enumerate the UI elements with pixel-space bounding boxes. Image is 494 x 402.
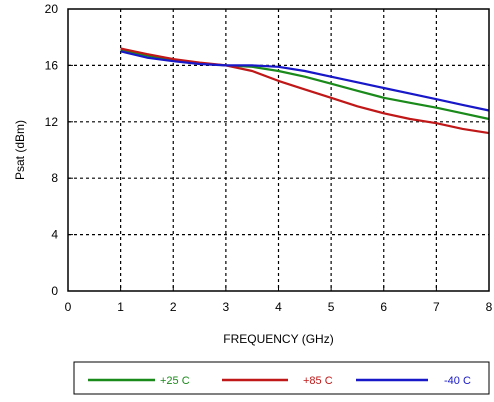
x-tick-label: 0	[65, 300, 72, 314]
y-tick-label: 0	[51, 284, 58, 298]
y-tick-label: 20	[45, 2, 59, 16]
x-tick-label: 8	[486, 300, 493, 314]
series-lines	[120, 47, 490, 135]
y-tick-label: 16	[45, 58, 59, 72]
x-tick-label: 6	[380, 300, 387, 314]
legend-label: +85 C	[303, 375, 333, 387]
x-axis-title: FREQUENCY (GHz)	[223, 332, 333, 346]
grid	[68, 9, 489, 291]
legend-box	[73, 361, 490, 395]
x-tick-label: 1	[117, 300, 124, 314]
legend-label: +25 C	[160, 375, 190, 387]
legend: +25 C +85 C -40 C	[73, 361, 490, 395]
legend-label: -40 C	[444, 375, 471, 387]
y-tick-label: 4	[51, 228, 58, 242]
x-tick-label: 4	[275, 300, 282, 314]
y-axis-title: Psat (dBm)	[13, 120, 27, 180]
y-tick-label: 8	[51, 171, 58, 185]
x-tick-label: 5	[328, 300, 335, 314]
y-tick-label: 12	[45, 115, 59, 129]
series-line-1	[120, 47, 490, 135]
series-line-2	[120, 50, 490, 112]
x-tick-label: 2	[170, 300, 177, 314]
x-tick-label: 7	[433, 300, 440, 314]
x-tick-label: 3	[223, 300, 230, 314]
